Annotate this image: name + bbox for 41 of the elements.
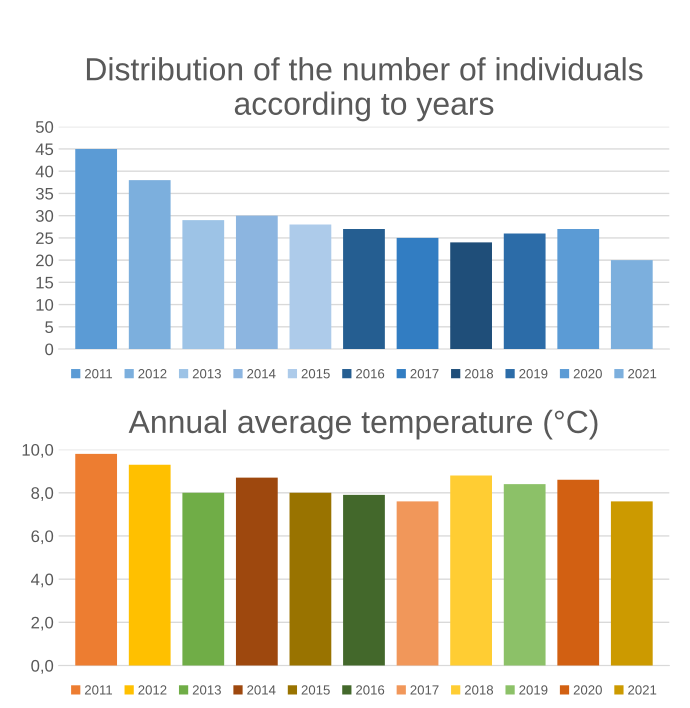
y-tick-label: 10	[36, 298, 54, 311]
legend-label: 2013	[192, 685, 221, 695]
legend-label: 2014	[247, 369, 276, 378]
y-tick-label: 0	[45, 343, 54, 356]
legend-label: 2013	[192, 369, 221, 378]
legend-label: 2021	[628, 369, 656, 378]
legend-label: 2020	[574, 369, 602, 378]
legend-label: 2015	[302, 685, 330, 695]
legend-label: 2018	[464, 685, 494, 695]
y-tick-label: 8,0	[31, 487, 54, 501]
y-tick-label: 40	[36, 166, 54, 178]
y-tick-label: 4,0	[31, 574, 54, 588]
legend-label: 2017	[410, 369, 439, 378]
legend-label: 2011	[84, 369, 112, 378]
legend-label: 2017	[410, 685, 439, 695]
chart-title: Distribution of the number of individuals according to years	[86, 57, 643, 122]
y-tick-label: 20	[36, 254, 54, 266]
y-tick-label: 30	[36, 210, 54, 222]
y-tick-label: 6,0	[31, 530, 54, 544]
legend-label: 2012	[138, 369, 166, 378]
legend-label: 2016	[356, 369, 384, 378]
y-tick-label: 15	[36, 276, 54, 289]
legend-label: 2015	[302, 369, 330, 378]
legend-label: 2014	[247, 685, 276, 695]
legend-label: 2020	[574, 685, 602, 695]
legend-label: 2019	[519, 685, 548, 695]
legend-label: 2019	[519, 369, 548, 378]
legend-label: 2016	[356, 685, 384, 695]
y-tick-label: 45	[36, 144, 54, 156]
y-tick-label: 2,0	[31, 616, 54, 631]
legend-label: 2018	[464, 369, 494, 378]
legend-label: 2021	[628, 685, 656, 695]
y-tick-label: 10,0	[22, 444, 54, 458]
y-tick-label: 5	[45, 321, 54, 334]
legend-label: 2012	[138, 685, 166, 695]
y-tick-label: 0,0	[31, 660, 54, 674]
y-tick-label: 25	[36, 232, 54, 244]
legend-label: 2011	[84, 685, 112, 695]
y-tick-label: 50	[36, 121, 54, 133]
y-tick-label: 35	[36, 188, 54, 200]
chart-title: Annual average temperature (°C)	[128, 410, 598, 440]
